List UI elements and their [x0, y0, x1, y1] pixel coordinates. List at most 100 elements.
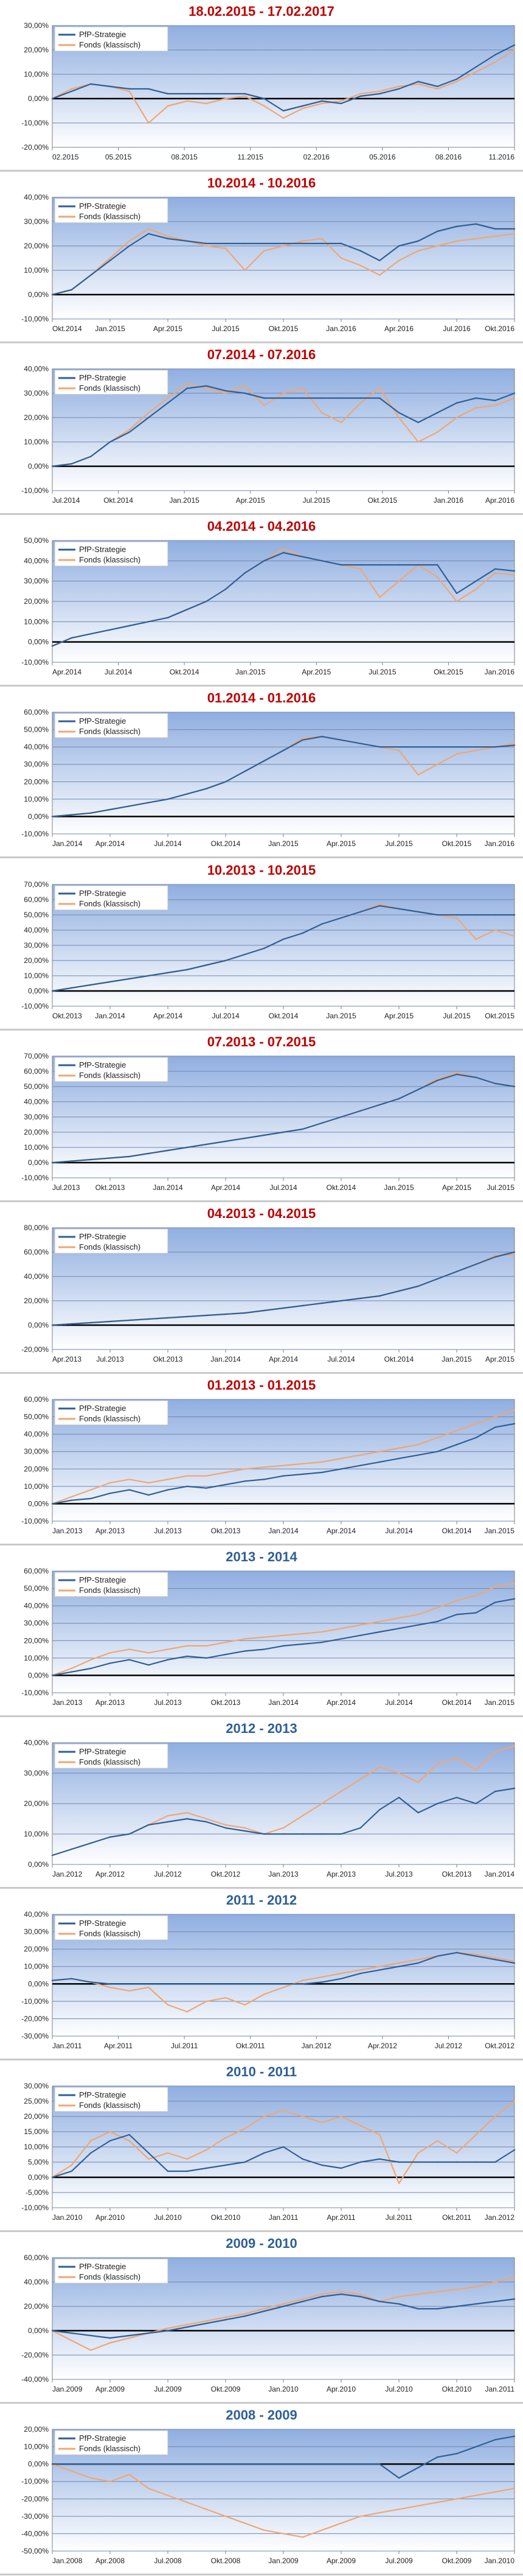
- data-point: [71, 463, 72, 465]
- data-point: [302, 738, 303, 740]
- data-point: [437, 1077, 438, 1080]
- data-point: [224, 2516, 227, 2518]
- data-point: [359, 1778, 361, 1780]
- data-point: [282, 2463, 285, 2465]
- x-tick-label: Apr.2010: [95, 2213, 125, 2222]
- data-point: [148, 411, 150, 414]
- x-tick-label: Jul.2010: [154, 2213, 182, 2222]
- data-point: [224, 242, 227, 245]
- x-tick-label: Okt.2009: [211, 2385, 241, 2393]
- data-point: [282, 110, 285, 112]
- data-point: [475, 1263, 477, 1265]
- y-tick-label: 0,00%: [28, 1979, 49, 1988]
- data-point: [282, 1131, 285, 1133]
- x-tick-label: Okt.2011: [236, 2042, 265, 2050]
- data-point: [359, 911, 361, 912]
- x-tick-label: Apr.2016: [384, 324, 414, 333]
- x-tick-label: Jul.2011: [386, 2213, 413, 2222]
- x-tick-label: Apr.2013: [327, 1870, 356, 1878]
- data-point: [398, 1447, 400, 1449]
- data-point: [109, 1651, 111, 1654]
- data-point: [475, 580, 477, 583]
- x-tick-label: Apr.2015: [153, 324, 182, 333]
- data-point: [379, 597, 381, 598]
- data-point: [379, 1631, 381, 1633]
- y-tick-label: 60,00%: [24, 1396, 49, 1404]
- data-point: [109, 1662, 111, 1664]
- data-point: [340, 100, 342, 102]
- data-point: [494, 1082, 496, 1084]
- y-tick-label: 40,00%: [24, 2278, 49, 2286]
- chart-title: 07.2013 - 07.2015: [207, 1034, 316, 1049]
- data-point: [437, 411, 438, 414]
- data-point: [475, 223, 477, 225]
- data-point: [475, 397, 477, 399]
- data-point: [263, 242, 265, 245]
- y-tick-label: 10,00%: [24, 971, 49, 980]
- y-tick-label: 15,00%: [24, 2127, 49, 2136]
- x-tick-label: Jan.2014: [153, 1183, 183, 1192]
- data-point: [167, 1983, 169, 1985]
- data-point: [398, 411, 400, 414]
- data-point: [186, 793, 188, 795]
- data-point: [71, 1496, 72, 1497]
- y-tick-label: -10,00%: [21, 315, 49, 323]
- x-tick-label: Okt.2015: [485, 1012, 514, 1020]
- data-point: [128, 245, 130, 247]
- data-point: [379, 1620, 381, 1622]
- data-point: [513, 233, 516, 235]
- data-point: [340, 1638, 342, 1640]
- data-point: [167, 2170, 169, 2172]
- data-point: [51, 990, 54, 992]
- data-point: [148, 802, 150, 804]
- data-point: [71, 1848, 72, 1850]
- data-point: [244, 572, 246, 574]
- data-point: [206, 2508, 207, 2511]
- data-point: [494, 1416, 496, 1418]
- data-point: [475, 1594, 477, 1597]
- data-point: [494, 2439, 496, 2441]
- x-tick-label: Jul.2012: [435, 2042, 463, 2050]
- data-point: [244, 1827, 246, 1829]
- data-point: [282, 1634, 285, 1636]
- legend-label-strategy: PfP-Strategie: [79, 2262, 126, 2271]
- y-tick-label: 20,00%: [24, 2426, 49, 2434]
- x-tick-label: Okt.2013: [95, 1183, 125, 1192]
- data-point: [206, 1475, 207, 1477]
- data-point: [148, 621, 150, 623]
- line-chart: -20,00% 0,00% 20,00% 40,00% 60,00% 80,00% Apr.…: [21, 1224, 516, 1363]
- x-tick-label: Jan.2014: [52, 839, 83, 848]
- chart-panel: 2009 - 2010 -40,00% -20,00% 0,00% 20,00% 40,0…: [0, 2232, 523, 2404]
- data-point: [455, 2152, 458, 2154]
- data-point: [417, 441, 419, 443]
- data-point: [475, 750, 477, 752]
- x-tick-label: Jul.2013: [154, 1527, 182, 1535]
- data-point: [475, 1769, 477, 1771]
- data-point: [513, 744, 516, 746]
- data-point: [379, 1295, 381, 1297]
- data-point: [109, 1492, 111, 1494]
- data-point: [513, 574, 516, 576]
- data-point: [359, 402, 361, 404]
- data-point: [263, 760, 265, 762]
- y-tick-label: -10,00%: [21, 2477, 49, 2486]
- data-point: [71, 1323, 72, 1325]
- x-tick-label: Jan.2009: [268, 2557, 299, 2565]
- data-point: [244, 269, 246, 271]
- x-tick-label: Apr.2010: [327, 2385, 356, 2393]
- data-point: [455, 1443, 458, 1446]
- data-point: [359, 1973, 361, 1975]
- data-point: [359, 1634, 361, 1636]
- x-tick-label: Jul.2010: [385, 2385, 413, 2393]
- x-tick-label: Jan.2009: [52, 2385, 83, 2393]
- data-point: [475, 1802, 477, 1805]
- data-point: [398, 2296, 400, 2298]
- legend-label-strategy: PfP-Strategie: [79, 1747, 126, 1756]
- data-point: [90, 1667, 92, 1670]
- data-point: [437, 1079, 438, 1081]
- data-point: [340, 739, 342, 741]
- y-tick-label: -10,00%: [21, 1997, 49, 2006]
- y-tick-label: 10,00%: [24, 1143, 49, 1152]
- data-point: [302, 2463, 303, 2465]
- legend-label-fund: Fonds (klassisch): [79, 2272, 140, 2281]
